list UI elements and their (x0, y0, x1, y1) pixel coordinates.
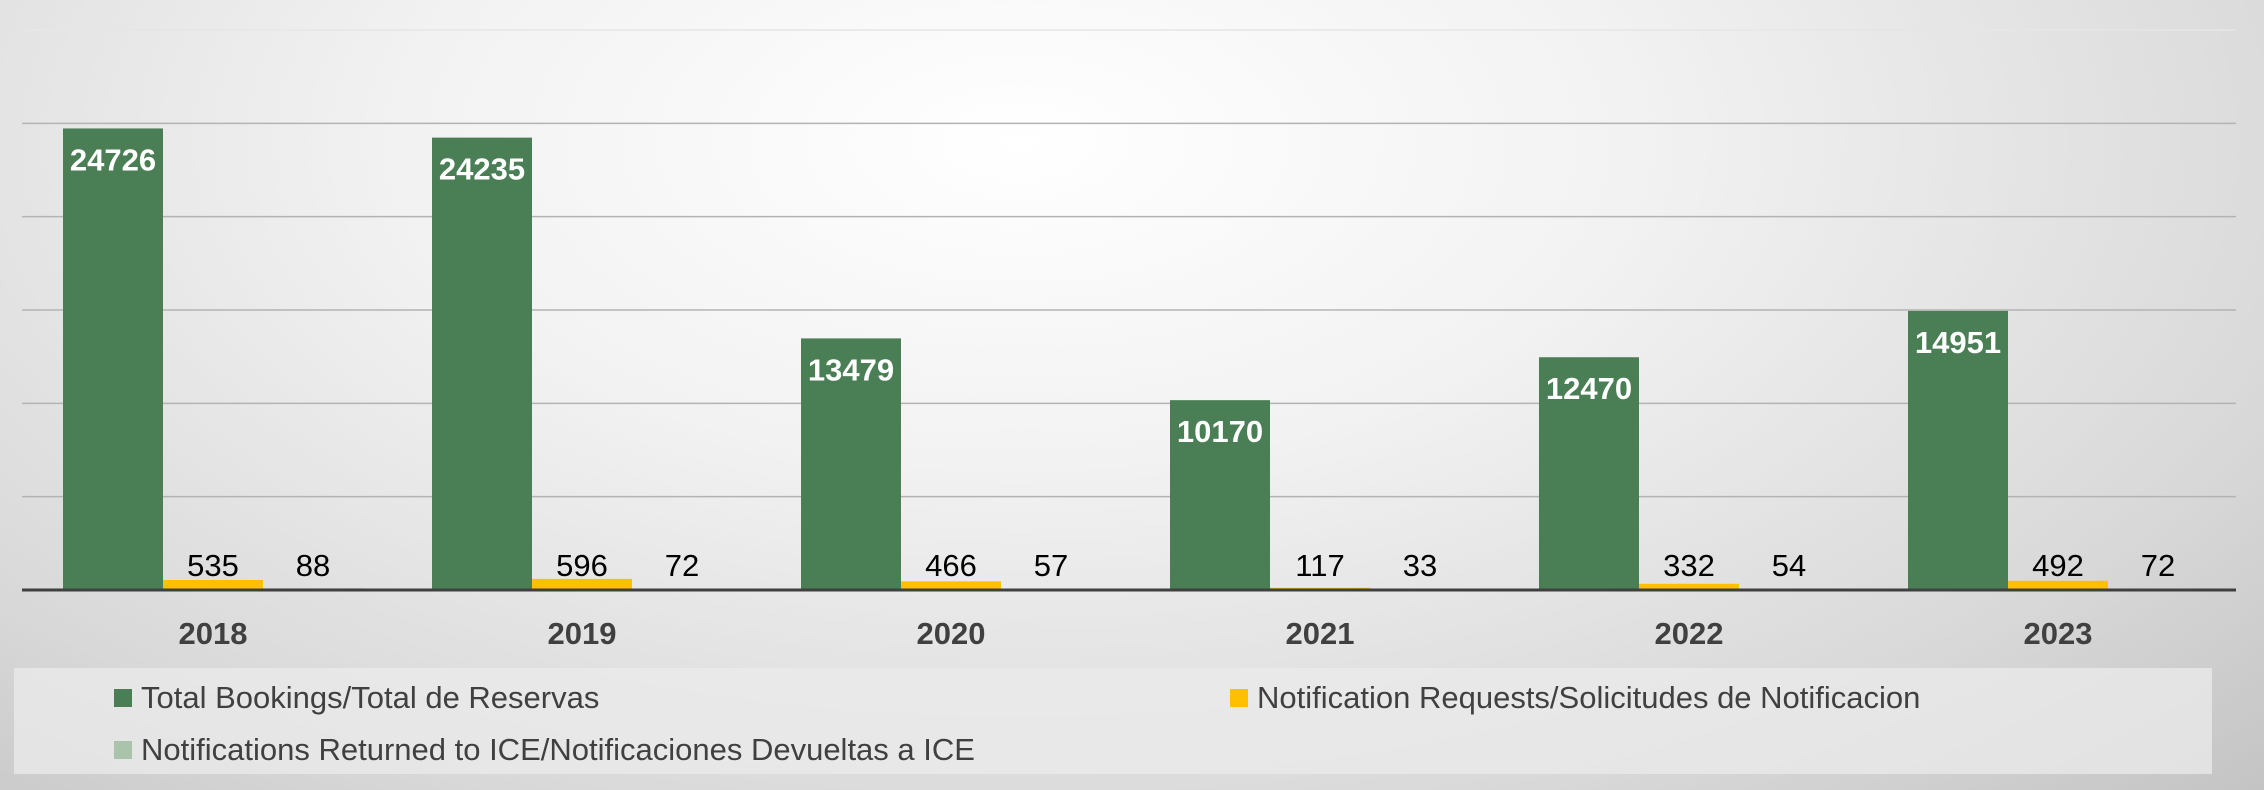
bar (901, 581, 1001, 590)
data-label: 54 (1772, 548, 1806, 583)
data-label: 535 (187, 548, 239, 583)
data-label: 33 (1403, 548, 1437, 583)
data-label: 492 (2032, 548, 2084, 583)
category-label: 2023 (2024, 616, 2093, 651)
bar (2008, 580, 2108, 590)
data-label: 88 (296, 548, 330, 583)
category-label: 2021 (1286, 616, 1355, 651)
data-label: 117 (1295, 548, 1344, 583)
data-label: 332 (1663, 548, 1715, 583)
bar (163, 580, 263, 590)
legend-label-total-bookings: Total Bookings/Total de Reservas (141, 680, 600, 715)
data-label: 13479 (808, 352, 894, 387)
category-label: 2018 (179, 616, 248, 651)
data-label: 24235 (439, 152, 525, 187)
bar (1908, 310, 2008, 590)
legend: Total Bookings/Total de Reservas Notific… (14, 668, 2212, 774)
data-label: 10170 (1177, 414, 1263, 449)
bar (432, 137, 532, 590)
bar (1639, 583, 1739, 590)
legend-item-total-bookings: Total Bookings/Total de Reservas (114, 680, 599, 716)
bar (801, 338, 901, 590)
category-label: 2019 (548, 616, 617, 651)
legend-label-notification-requests: Notification Requests/Solicitudes de Not… (1257, 680, 1921, 715)
data-label: 24726 (70, 142, 156, 177)
legend-swatch-notification-requests (1230, 689, 1248, 707)
bar (1539, 357, 1639, 590)
data-label: 12470 (1546, 371, 1632, 406)
legend-label-notifications-returned: Notifications Returned to ICE/Notificaci… (141, 732, 975, 767)
category-label: 2022 (1655, 616, 1724, 651)
legend-swatch-notifications-returned (114, 741, 132, 759)
bar (1170, 400, 1270, 590)
data-label: 72 (665, 548, 699, 583)
data-label: 14951 (1915, 325, 2001, 360)
legend-item-notification-requests: Notification Requests/Solicitudes de Not… (1230, 680, 1920, 716)
bar (532, 578, 632, 590)
data-label: 596 (556, 548, 608, 583)
bar (63, 128, 163, 590)
data-label: 72 (2141, 548, 2175, 583)
data-label: 57 (1034, 548, 1068, 583)
legend-swatch-total-bookings (114, 689, 132, 707)
data-label: 466 (925, 548, 977, 583)
category-label: 2020 (917, 616, 986, 651)
legend-item-notifications-returned: Notifications Returned to ICE/Notificaci… (114, 732, 975, 768)
